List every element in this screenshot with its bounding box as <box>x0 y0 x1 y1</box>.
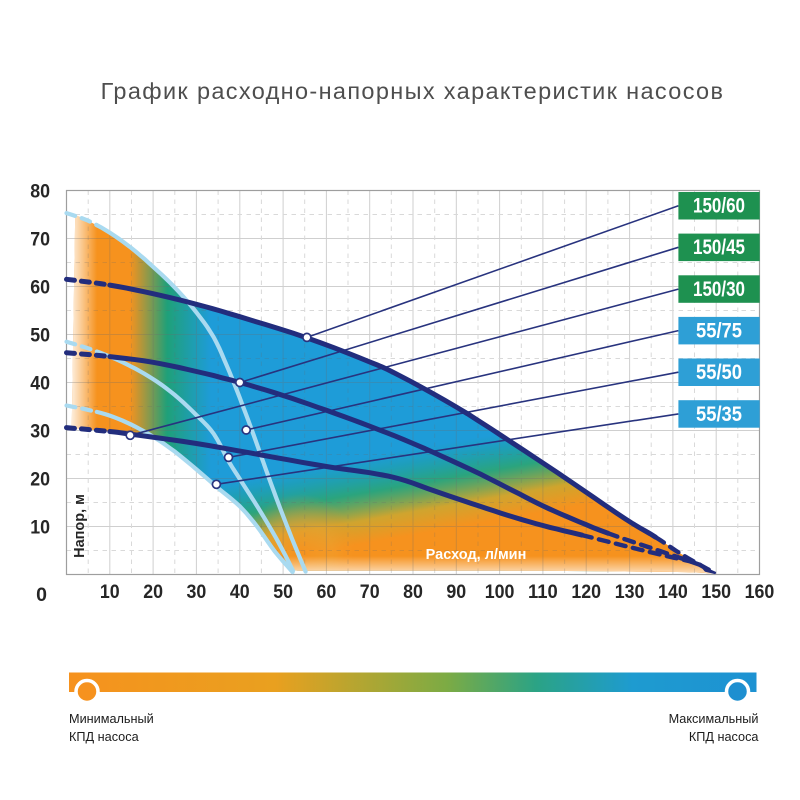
svg-text:90: 90 <box>446 581 466 603</box>
svg-text:50: 50 <box>273 581 293 603</box>
svg-text:40: 40 <box>30 373 50 395</box>
svg-text:80: 80 <box>30 181 50 203</box>
svg-text:60: 60 <box>30 277 50 299</box>
svg-text:150/30: 150/30 <box>693 278 745 301</box>
svg-text:КПД насоса: КПД насоса <box>69 730 140 744</box>
svg-text:110: 110 <box>528 581 558 603</box>
svg-text:150/60: 150/60 <box>693 195 745 218</box>
svg-text:КПД насоса: КПД насоса <box>689 730 760 744</box>
svg-text:70: 70 <box>30 229 50 251</box>
svg-text:60: 60 <box>317 581 337 603</box>
svg-text:70: 70 <box>360 581 380 603</box>
svg-text:0: 0 <box>36 584 47 606</box>
svg-text:55/75: 55/75 <box>696 319 742 342</box>
svg-text:10: 10 <box>30 517 50 539</box>
svg-text:150: 150 <box>701 581 731 603</box>
svg-text:50: 50 <box>30 325 50 347</box>
svg-text:130: 130 <box>615 581 645 603</box>
svg-text:20: 20 <box>30 469 50 491</box>
svg-text:150/45: 150/45 <box>693 236 745 259</box>
svg-text:Расход, л/мин: Расход, л/мин <box>426 547 527 563</box>
svg-text:Напор, м: Напор, м <box>72 494 88 558</box>
svg-text:30: 30 <box>187 581 207 603</box>
svg-text:20: 20 <box>143 581 163 603</box>
svg-text:100: 100 <box>485 581 515 603</box>
svg-text:10: 10 <box>100 581 120 603</box>
svg-text:40: 40 <box>230 581 250 603</box>
svg-text:Минимальный: Минимальный <box>69 712 154 726</box>
svg-text:55/35: 55/35 <box>696 403 742 426</box>
svg-text:120: 120 <box>571 581 601 603</box>
svg-text:80: 80 <box>403 581 423 603</box>
svg-text:140: 140 <box>658 581 688 603</box>
svg-text:30: 30 <box>30 421 50 443</box>
svg-text:55/50: 55/50 <box>696 361 742 384</box>
svg-text:160: 160 <box>745 581 775 603</box>
svg-text:Максимальный: Максимальный <box>669 712 759 726</box>
